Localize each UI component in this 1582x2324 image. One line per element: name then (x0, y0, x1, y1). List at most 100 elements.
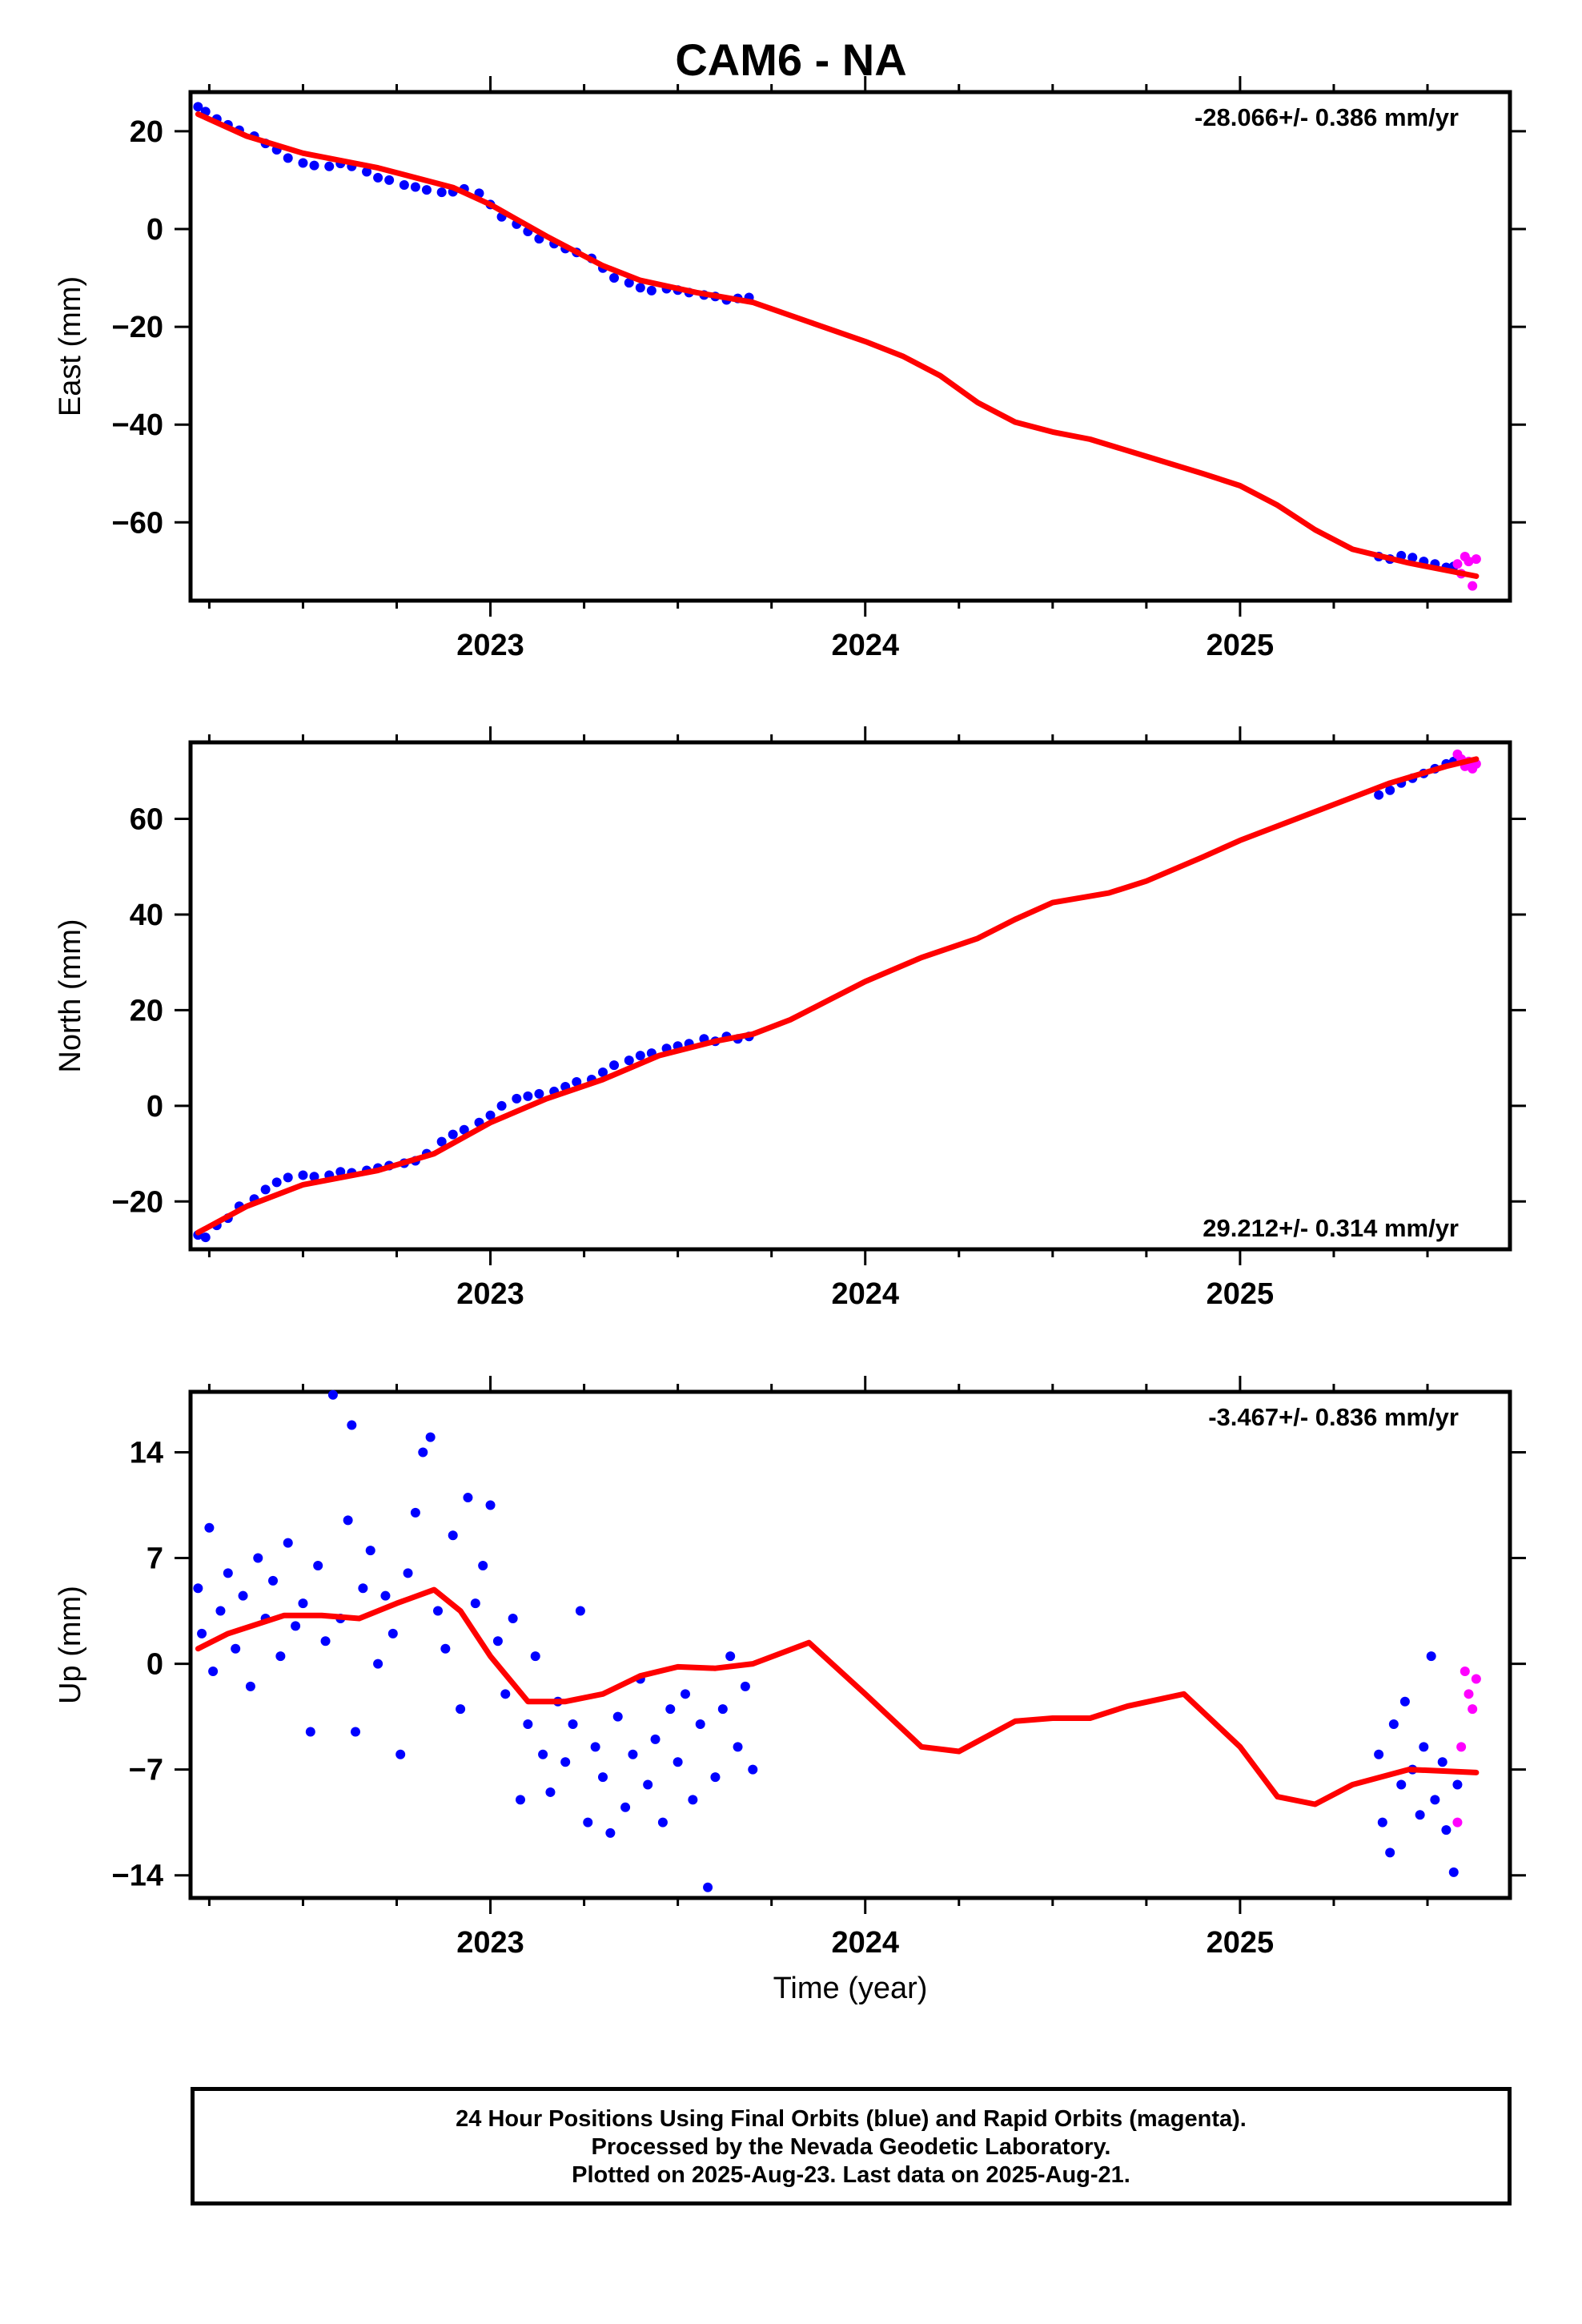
final-orbit-point (643, 1779, 653, 1790)
panel-3: 2023 2024 2025 14 7 0 −7 −14 Up (mm) Time (year) -… (54, 1376, 1526, 2005)
final-orbit-point (1374, 1749, 1384, 1759)
final-orbit-point (492, 1636, 503, 1647)
x-tick-label: 2024 (831, 629, 899, 662)
final-orbit-point (635, 1051, 645, 1061)
final-orbit-point (530, 1651, 540, 1662)
final-orbit-point (193, 102, 203, 112)
final-orbit-point (673, 1757, 683, 1767)
final-orbit-point (560, 1757, 571, 1767)
final-orbit-point (628, 1749, 638, 1759)
final-orbit-point (609, 273, 620, 283)
final-orbit-point (496, 1100, 507, 1111)
plot-frame (188, 90, 1512, 603)
final-orbit-point (410, 1507, 420, 1518)
final-orbit-point (253, 1553, 263, 1563)
model-fit-curve (195, 1586, 1480, 1807)
final-orbit-point (298, 158, 308, 168)
final-orbit-point (204, 1522, 215, 1533)
final-orbit-point (650, 1734, 661, 1744)
footer-box: 24 Hour Positions Using Final Orbits (bl… (191, 2087, 1512, 2205)
chart-title: CAM6 - NA (675, 34, 907, 85)
final-orbit-point (710, 1772, 721, 1783)
y-axis-label: North (mm) (54, 919, 87, 1072)
final-orbit-point (425, 1432, 436, 1442)
final-orbit-point (538, 1749, 548, 1759)
final-orbit-point (283, 1172, 293, 1183)
final-orbit-point (624, 278, 634, 288)
final-orbit-point (387, 1628, 398, 1638)
footer-line-3: Plotted on 2025-Aug-23. Last data on 202… (572, 2162, 1130, 2188)
rapid-orbit-point (1452, 1817, 1463, 1827)
final-orbit-point (624, 1055, 634, 1066)
final-orbit-point (516, 1795, 525, 1805)
final-orbit-point (399, 180, 409, 191)
final-orbit-point (448, 1530, 458, 1541)
final-orbit-point (215, 1606, 226, 1616)
final-orbit-point (313, 1560, 323, 1570)
final-orbit-point (403, 1568, 413, 1578)
final-orbit-point (459, 1124, 469, 1135)
model-fit-curve (195, 756, 1480, 1236)
final-orbit-point (1374, 790, 1384, 800)
final-orbit-point (665, 1704, 676, 1715)
y-axis-label: Up (mm) (54, 1586, 87, 1704)
final-orbit-point (748, 1764, 758, 1775)
y-tick-label: 14 (130, 1436, 163, 1470)
final-orbit-point (1388, 1719, 1399, 1730)
final-orbit-point (545, 1787, 556, 1797)
y-tick-label: −14 (112, 1860, 163, 1893)
y-tick-label: 20 (130, 994, 163, 1027)
final-orbit-point (305, 1727, 315, 1737)
final-orbit-point (598, 1772, 608, 1783)
rapid-orbit-point (1468, 581, 1478, 591)
final-orbit-point (324, 161, 335, 171)
final-orbit-point (740, 1681, 750, 1691)
final-orbit-point (448, 1129, 458, 1140)
final-orbit-point (572, 1076, 582, 1087)
final-orbit-point (1448, 1867, 1459, 1877)
final-orbit-point (433, 1606, 443, 1616)
final-orbit-point (275, 1651, 286, 1662)
final-orbit-point (512, 1093, 522, 1104)
final-orbit-point (703, 1882, 713, 1892)
final-orbit-point (1452, 1779, 1463, 1790)
footer-line-2: Processed by the Nevada Geodetic Laborat… (591, 2134, 1111, 2160)
final-orbit-point (223, 1568, 233, 1578)
x-tick-label: 2023 (456, 629, 524, 662)
y-tick-label: −7 (129, 1754, 163, 1787)
final-orbit-point (396, 1749, 406, 1759)
panel-2: 2023 2024 2025 60 40 20 0 −20 North (mm) 29.212+/… (54, 726, 1526, 1311)
x-tick-label: 2024 (831, 1277, 899, 1311)
final-orbit-point (1415, 1810, 1425, 1820)
final-orbit-point (508, 1613, 518, 1623)
rapid-orbit-point (1471, 554, 1481, 565)
final-orbit-point (351, 1727, 360, 1737)
final-orbit-point (568, 1719, 578, 1730)
final-orbit-point (657, 1817, 668, 1827)
y-tick-label: 20 (130, 115, 163, 149)
y-tick-label: −20 (112, 311, 163, 344)
final-orbit-point (362, 167, 372, 177)
final-orbit-point (1399, 1696, 1410, 1707)
final-orbit-point (358, 1583, 368, 1594)
x-tick-label: 2023 (456, 1277, 524, 1311)
rapid-orbit-point (1471, 1674, 1481, 1684)
final-orbit-point (523, 1091, 533, 1101)
final-orbit-point (343, 1515, 353, 1526)
final-orbit-point (421, 185, 432, 195)
final-orbit-point (500, 1689, 511, 1699)
final-orbit-point (688, 1795, 698, 1805)
final-orbit-point (410, 182, 420, 192)
y-tick-label: 40 (130, 899, 163, 932)
final-orbit-point (590, 1742, 600, 1752)
y-tick-label: −60 (112, 506, 163, 540)
final-orbit-point (485, 1110, 496, 1120)
final-orbit-point (291, 1621, 301, 1631)
final-orbit-point (309, 160, 319, 171)
final-orbit-point (1407, 553, 1418, 563)
rapid-orbit-point (1452, 559, 1463, 569)
final-orbit-point (418, 1447, 428, 1458)
x-axis-label: Time (year) (773, 1972, 928, 2005)
final-orbit-point (208, 1667, 219, 1677)
